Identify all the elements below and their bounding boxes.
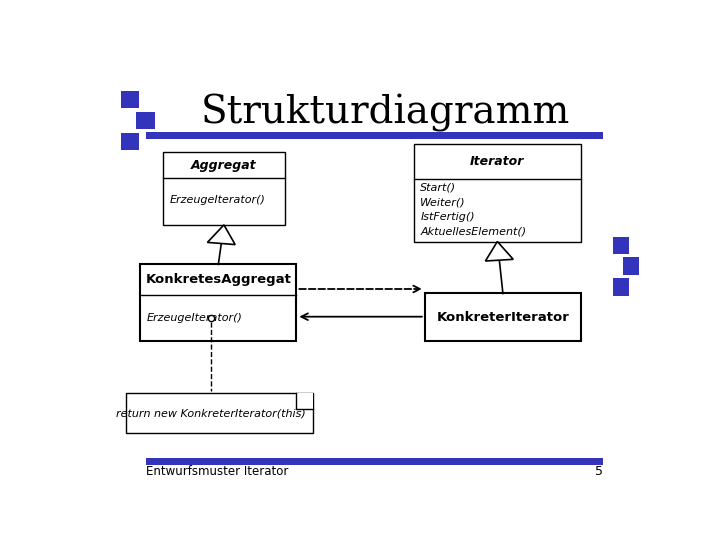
FancyBboxPatch shape <box>425 294 581 341</box>
FancyBboxPatch shape <box>140 265 297 341</box>
FancyBboxPatch shape <box>136 112 155 129</box>
FancyBboxPatch shape <box>623 258 639 275</box>
Text: Weiter(): Weiter() <box>420 197 466 207</box>
Polygon shape <box>207 225 235 245</box>
Text: KonkreterIterator: KonkreterIterator <box>436 311 570 324</box>
Text: ErzeugeIterator(): ErzeugeIterator() <box>169 195 265 205</box>
Text: IstFertig(): IstFertig() <box>420 212 475 222</box>
Text: Iterator: Iterator <box>470 155 525 168</box>
Text: ErzeugeIterator(): ErzeugeIterator() <box>147 313 243 323</box>
FancyBboxPatch shape <box>413 144 581 241</box>
Text: Aggregat: Aggregat <box>191 159 257 172</box>
FancyBboxPatch shape <box>613 278 629 295</box>
FancyBboxPatch shape <box>121 133 139 150</box>
FancyBboxPatch shape <box>145 132 603 139</box>
FancyBboxPatch shape <box>121 91 139 109</box>
Text: KonkretesAggregat: KonkretesAggregat <box>145 273 292 286</box>
FancyBboxPatch shape <box>163 152 285 225</box>
Polygon shape <box>485 241 513 261</box>
Text: Start(): Start() <box>420 183 456 193</box>
Text: Strukturdiagramm: Strukturdiagramm <box>201 93 570 132</box>
FancyBboxPatch shape <box>145 458 603 465</box>
FancyBboxPatch shape <box>613 237 629 254</box>
Text: AktuellesElement(): AktuellesElement() <box>420 226 526 237</box>
Text: return new KonkreterIterator(this): return new KonkreterIterator(this) <box>117 408 306 418</box>
Polygon shape <box>297 393 313 409</box>
FancyBboxPatch shape <box>126 393 313 433</box>
Text: 5: 5 <box>595 465 603 478</box>
Text: Entwurfsmuster Iterator: Entwurfsmuster Iterator <box>145 465 288 478</box>
